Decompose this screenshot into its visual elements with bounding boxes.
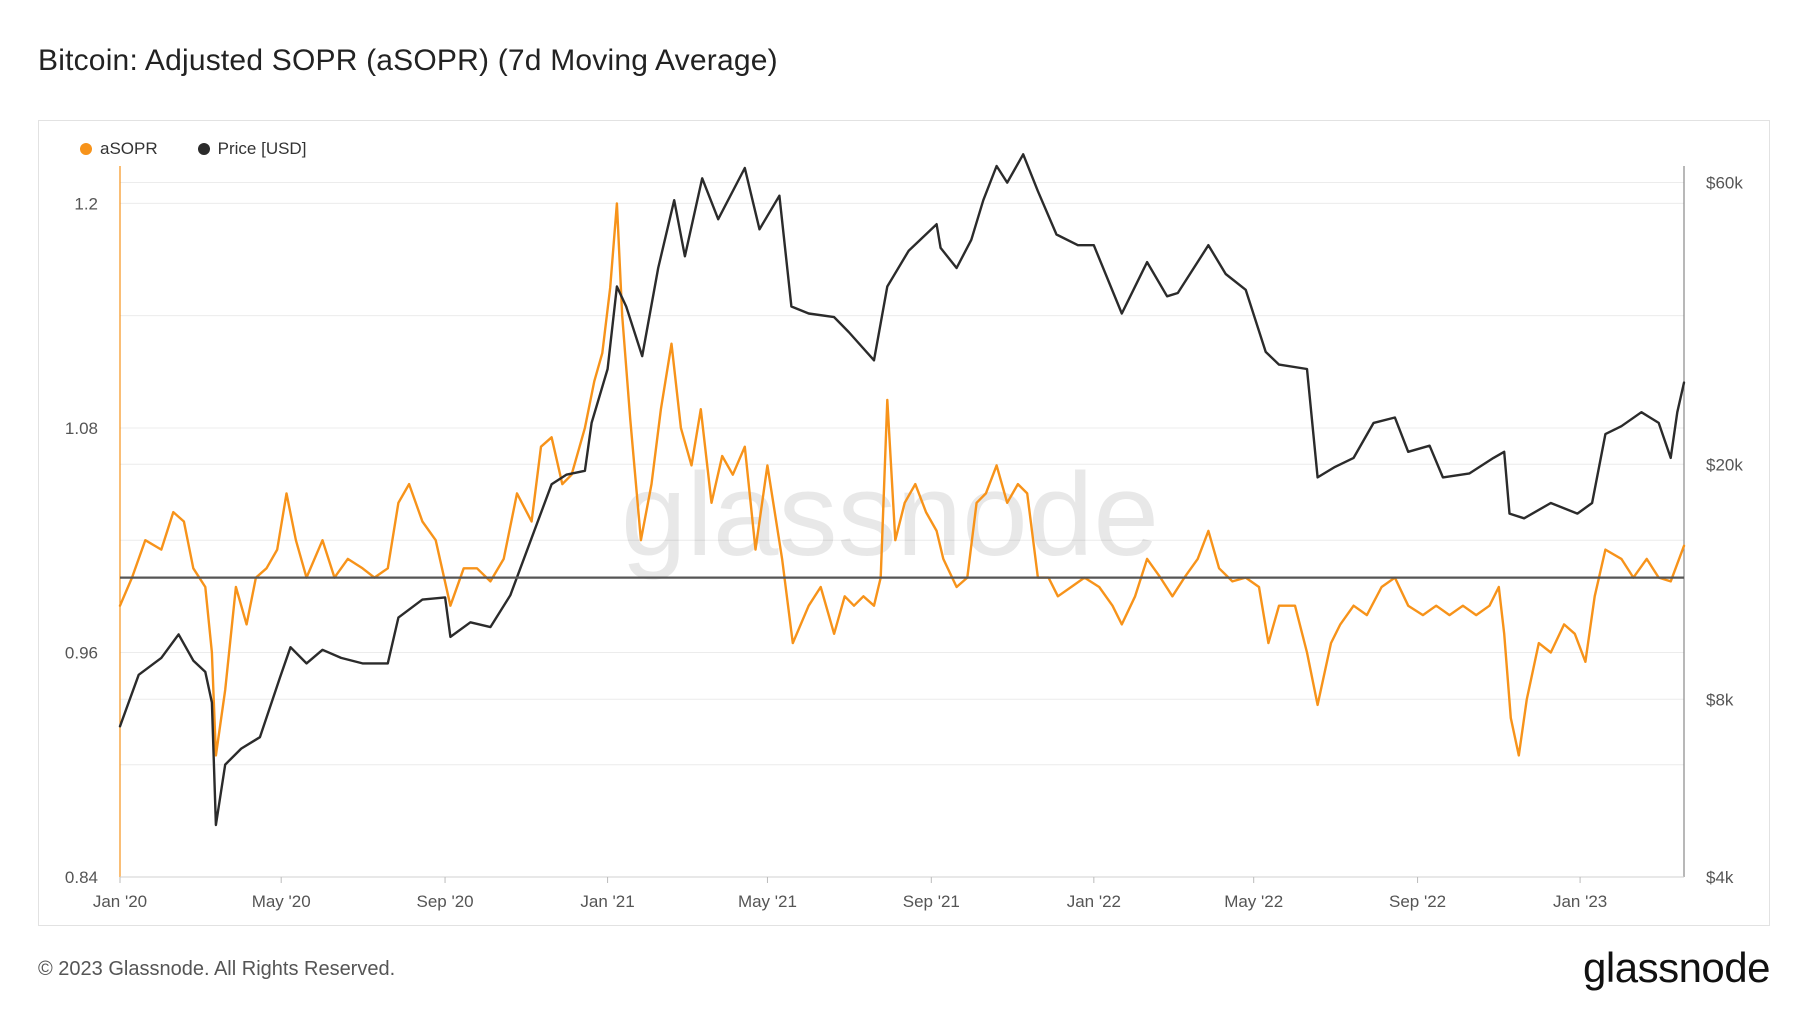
y-right-tick-label: $20k (1706, 455, 1743, 474)
x-tick-label: Jan '20 (93, 892, 147, 911)
x-tick-label: Jan '21 (580, 892, 634, 911)
legend-dot-price (197, 143, 210, 155)
asopr-series-line (118, 202, 1686, 757)
legend-dot-asopr (80, 143, 92, 155)
page-title: Bitcoin: Adjusted SOPR (aSOPR) (7d Movin… (38, 44, 778, 77)
x-tick-label: Sep '20 (416, 892, 473, 911)
price-series-line (118, 153, 1686, 827)
legend-item-price[interactable]: Price [USD] (197, 139, 307, 159)
x-tick-label: Jan '23 (1553, 892, 1607, 911)
tick-labels: 0.84 0.96 1.08 1.2 $4k $8k $20k $60k Jan '20 May … (65, 174, 1743, 911)
chart-axes (119, 166, 1685, 883)
x-tick-label: May '21 (738, 892, 797, 911)
watermark-text: glassnode (621, 449, 1159, 581)
y-right-tick-label: $8k (1706, 690, 1734, 709)
x-tick-label: May '22 (1224, 892, 1283, 911)
y-left-tick-label: 1.2 (74, 194, 98, 213)
y-left-tick-label: 0.96 (65, 643, 98, 662)
y-left-tick-label: 0.84 (65, 868, 98, 887)
x-tick-label: Sep '22 (1389, 892, 1446, 911)
y-right-tick-label: $60k (1706, 174, 1743, 193)
legend-label-asopr: aSOPR (100, 139, 158, 158)
chart-frame (38, 120, 1770, 926)
y-left-tick-label: 1.08 (65, 419, 98, 438)
x-tick-label: Jan '22 (1067, 892, 1121, 911)
legend-item-asopr[interactable]: aSOPR (80, 139, 158, 159)
brand-logo: glassnode (1583, 944, 1770, 991)
legend-label-price: Price [USD] (217, 139, 307, 158)
x-tick-label: May '20 (252, 892, 311, 911)
copyright-footer: © 2023 Glassnode. All Rights Reserved. (38, 958, 396, 980)
x-tick-label: Sep '21 (903, 892, 960, 911)
y-right-tick-label: $4k (1706, 868, 1734, 887)
series-layer (118, 153, 1686, 827)
chart-legend: aSOPR Price [USD] (80, 139, 306, 159)
